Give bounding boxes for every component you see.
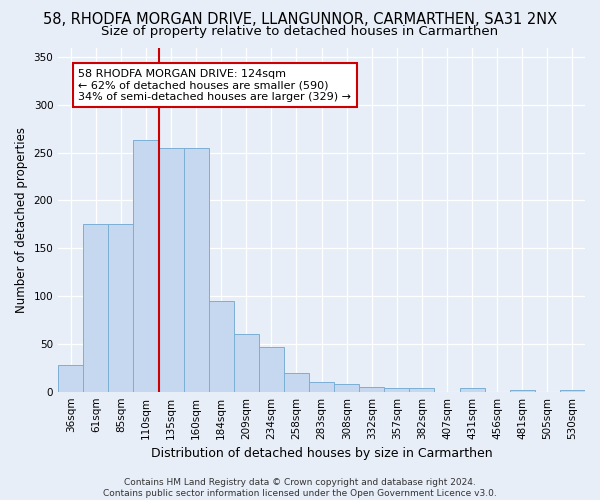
Bar bbox=[209, 301, 234, 392]
Bar bbox=[510, 390, 535, 392]
Bar bbox=[109, 224, 133, 392]
Y-axis label: Number of detached properties: Number of detached properties bbox=[15, 126, 28, 312]
Bar bbox=[284, 372, 309, 392]
Text: Size of property relative to detached houses in Carmarthen: Size of property relative to detached ho… bbox=[101, 25, 499, 38]
Bar bbox=[409, 388, 434, 392]
X-axis label: Distribution of detached houses by size in Carmarthen: Distribution of detached houses by size … bbox=[151, 447, 493, 460]
Bar bbox=[385, 388, 409, 392]
Bar bbox=[158, 148, 184, 392]
Bar bbox=[83, 224, 109, 392]
Bar bbox=[460, 388, 485, 392]
Text: Contains HM Land Registry data © Crown copyright and database right 2024.
Contai: Contains HM Land Registry data © Crown c… bbox=[103, 478, 497, 498]
Bar bbox=[184, 148, 209, 392]
Bar bbox=[560, 390, 585, 392]
Bar bbox=[309, 382, 334, 392]
Bar bbox=[58, 365, 83, 392]
Bar bbox=[133, 140, 158, 392]
Text: 58, RHODFA MORGAN DRIVE, LLANGUNNOR, CARMARTHEN, SA31 2NX: 58, RHODFA MORGAN DRIVE, LLANGUNNOR, CAR… bbox=[43, 12, 557, 28]
Text: 58 RHODFA MORGAN DRIVE: 124sqm
← 62% of detached houses are smaller (590)
34% of: 58 RHODFA MORGAN DRIVE: 124sqm ← 62% of … bbox=[78, 68, 351, 102]
Bar bbox=[334, 384, 359, 392]
Bar bbox=[359, 387, 385, 392]
Bar bbox=[234, 334, 259, 392]
Bar bbox=[259, 346, 284, 392]
